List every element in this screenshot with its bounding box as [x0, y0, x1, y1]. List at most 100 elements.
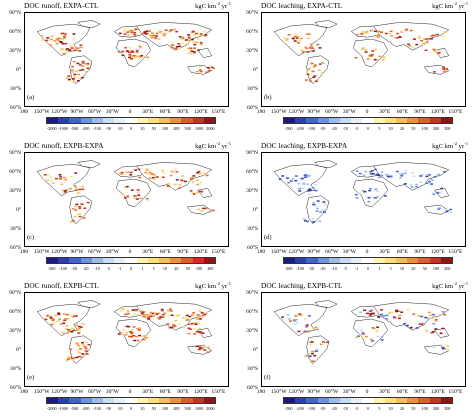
grid-cell: [420, 323, 424, 325]
colorbar-tick-label: -500: [70, 406, 79, 411]
grid-cell: [161, 313, 165, 316]
grid-cell: [419, 181, 423, 183]
lon-tick-label: 60°E: [396, 249, 408, 255]
grid-cell: [315, 350, 318, 352]
lon-tick-label: 30°W: [105, 109, 119, 115]
colorbar-segment: [306, 258, 318, 263]
colorbar-segment: [418, 118, 430, 123]
grid-cell: [193, 43, 197, 46]
grid-cell: [81, 69, 85, 71]
grid-cell: [433, 50, 437, 53]
grid-cell: [73, 49, 77, 52]
colorbar-segment: [396, 118, 408, 123]
colorbar-segment: [429, 398, 441, 403]
grid-cell: [286, 177, 289, 179]
grid-cell: [168, 30, 172, 33]
grid-cell: [85, 352, 89, 355]
grid-cell: [189, 190, 193, 192]
grid-cell: [181, 175, 185, 177]
grid-cell: [190, 50, 194, 52]
grid-cell: [201, 316, 205, 318]
lon-tick-label: 30°W: [342, 109, 356, 115]
colorbar-tick-label: -1: [354, 266, 359, 271]
grid-cell: [311, 350, 315, 353]
grid-cell: [299, 314, 303, 316]
grid-cell: [315, 349, 319, 351]
grid-cell: [64, 42, 68, 45]
grid-cell: [294, 33, 298, 36]
grid-cell: [202, 172, 206, 174]
grid-cell: [147, 316, 151, 318]
grid-cell: [58, 177, 62, 180]
grid-cell: [78, 64, 82, 66]
grid-cell: [194, 41, 198, 43]
colorbar-segment: [396, 258, 408, 263]
colorbar-segment: [170, 118, 182, 123]
grid-cell: [305, 324, 309, 326]
grid-cell: [56, 39, 60, 41]
lon-tick-label: 90°W: [70, 109, 84, 115]
colorbar-tick-label: 100: [161, 126, 169, 131]
grid-cell: [379, 31, 383, 33]
lon-tick-label: 60°E: [159, 249, 171, 255]
grid-cell: [84, 347, 88, 350]
lon-tick-label: 60°W: [88, 109, 102, 115]
colorbar-tick-label: 1: [378, 266, 381, 271]
grid-cell: [445, 210, 449, 213]
grid-cell: [308, 355, 312, 358]
grid-cell: [310, 341, 314, 343]
colorbar-segment: [192, 398, 204, 403]
grid-cell: [361, 190, 365, 192]
grid-cell: [71, 358, 74, 361]
grid-cell: [129, 55, 133, 57]
colorbar-tick-label: 50: [422, 266, 427, 271]
continent-outline: [424, 205, 448, 214]
grid-cell: [309, 343, 313, 346]
lat-tick-label: 30°S: [247, 366, 258, 372]
grid-cell: [308, 188, 312, 190]
lon-tick-label: 120°W: [51, 389, 68, 395]
colorbar-segment: [136, 118, 148, 123]
panel-title: DOC runoff, EXPB-EXPA: [24, 141, 104, 150]
grid-cell: [137, 194, 141, 196]
grid-cell: [370, 53, 374, 56]
continent-outline: [137, 162, 212, 190]
grid-cell: [425, 182, 429, 185]
grid-cell: [437, 51, 441, 54]
grid-cell: [354, 56, 358, 59]
grid-cell: [311, 50, 315, 52]
continent-outline: [78, 300, 100, 307]
grid-cell: [65, 51, 68, 54]
colorbar-tick-label: 10: [388, 126, 393, 131]
colorbar-segment: [407, 398, 419, 403]
grid-cell: [40, 34, 44, 37]
colorbar-segment: [170, 258, 182, 263]
grid-cell: [202, 30, 206, 33]
grid-cell: [196, 70, 199, 73]
colorbar-segment: [340, 118, 352, 123]
colorbar-segment: [429, 258, 441, 263]
grid-cell: [422, 42, 426, 45]
lat-tick-label: 60°N: [9, 29, 21, 35]
grid-cell: [382, 315, 385, 317]
colorbar-segment: [407, 258, 419, 263]
grid-cell: [161, 169, 165, 172]
lat-tick-label: 90°N: [246, 290, 258, 296]
colorbar-tick-label: 10: [388, 406, 393, 411]
colorbar-segment: [80, 258, 92, 263]
grid-cell: [365, 31, 369, 33]
grid-cell: [64, 178, 68, 181]
lon-tick-label: 90°W: [307, 109, 321, 115]
grid-cell: [67, 78, 71, 81]
grid-cell: [79, 46, 83, 49]
grid-cell: [307, 175, 311, 177]
lon-tick-label: 30°W: [342, 249, 356, 255]
lon-tick-label: 60°E: [159, 389, 171, 395]
grid-cell: [150, 173, 154, 175]
grid-cell: [364, 170, 368, 173]
grid-cell: [130, 329, 134, 331]
grid-cell: [145, 30, 149, 32]
grid-cell: [295, 314, 299, 317]
grid-cell: [305, 354, 309, 357]
grid-cell: [189, 178, 193, 181]
